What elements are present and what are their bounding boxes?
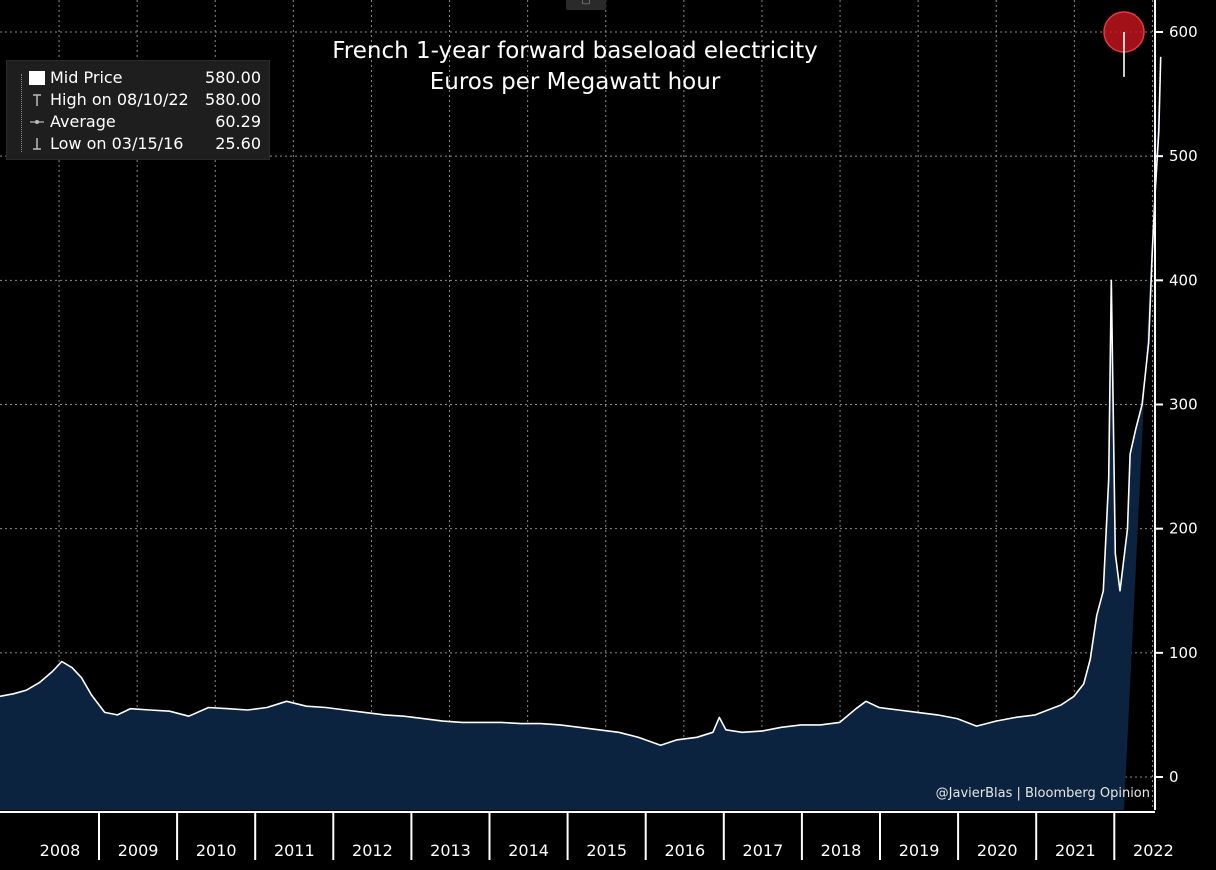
x-tick-label: 2019: [899, 841, 940, 860]
price-line: [0, 56, 1162, 746]
legend-item-average[interactable]: Average 60.29: [7, 111, 269, 133]
x-tick-label: 2014: [508, 841, 549, 860]
legend-item-label: Mid Price: [50, 68, 123, 87]
low-marker-icon: [33, 138, 41, 150]
chart-options-button[interactable]: ▢: [566, 0, 606, 10]
chart-subtitle: Euros per Megawatt hour: [429, 69, 721, 95]
y-tick-label: 600: [1169, 23, 1198, 41]
source-credit: @JavierBlas | Bloomberg Opinion: [935, 786, 1150, 801]
legend-item-label: Average: [50, 112, 116, 131]
price-area-fill: [0, 56, 1161, 810]
x-tick-label: 2018: [821, 841, 862, 860]
grid: [0, 0, 1155, 810]
legend: Mid Price 580.00 High on 08/10/22 580.00…: [6, 60, 270, 160]
x-tick-label: 2022: [1133, 841, 1174, 860]
x-tick-label: 2008: [40, 841, 81, 860]
chart-title-block: French 1-year forward baseload electrici…: [270, 36, 880, 98]
chart-title: French 1-year forward baseload electrici…: [332, 38, 818, 64]
x-tick-label: 2010: [196, 841, 237, 860]
x-tick-label: 2009: [118, 841, 159, 860]
white-square-icon: [29, 71, 45, 85]
chart-options-icon: ▢: [581, 0, 591, 6]
average-line-icon: [30, 120, 44, 124]
x-tick-label: 2021: [1055, 841, 1096, 860]
legend-item-label: Low on 03/15/16: [50, 134, 184, 153]
high-marker-icon: [33, 94, 41, 106]
legend-item-mid-price[interactable]: Mid Price 580.00: [7, 67, 269, 89]
x-tick-label: 2016: [664, 841, 705, 860]
y-tick-label: 500: [1169, 147, 1198, 165]
x-tick-label: 2020: [977, 841, 1018, 860]
legend-item-high[interactable]: High on 08/10/22 580.00: [7, 89, 269, 111]
y-axis: 0 100 200 300 400 500 600: [1154, 0, 1198, 810]
x-tick-label: 2012: [352, 841, 393, 860]
x-tick-label: 2013: [430, 841, 471, 860]
y-tick-label: 0: [1169, 768, 1179, 786]
y-tick-label: 400: [1169, 271, 1198, 289]
legend-item-low[interactable]: Low on 03/15/16 25.60: [7, 133, 269, 155]
x-tick-label: 2017: [743, 841, 784, 860]
legend-item-value: 580.00: [205, 68, 261, 87]
legend-tree-line: [21, 74, 23, 152]
highlight: [1103, 11, 1145, 77]
x-axis: 2008 2009 2010 2011 2012 2013 2014 2015 2016 2017…: [0, 811, 1174, 860]
y-tick-label: 200: [1169, 520, 1198, 538]
y-tick-label: 300: [1169, 396, 1198, 414]
legend-item-label: High on 08/10/22: [50, 90, 189, 109]
legend-item-value: 60.29: [215, 112, 261, 131]
x-tick-label: 2015: [586, 841, 627, 860]
legend-item-value: 580.00: [205, 90, 261, 109]
price-area: [0, 56, 1162, 810]
x-tick-label: 2011: [274, 841, 315, 860]
legend-item-value: 25.60: [215, 134, 261, 153]
y-tick-label: 100: [1169, 644, 1198, 662]
